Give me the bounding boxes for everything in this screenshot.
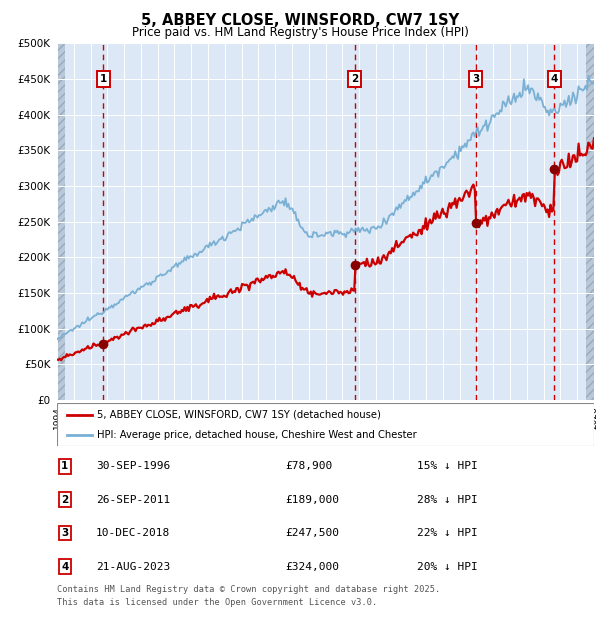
Text: 1: 1 (61, 461, 68, 471)
FancyBboxPatch shape (57, 403, 594, 446)
Text: 21-AUG-2023: 21-AUG-2023 (96, 562, 170, 572)
Text: 3: 3 (61, 528, 68, 538)
Text: 2: 2 (61, 495, 68, 505)
Text: 26-SEP-2011: 26-SEP-2011 (96, 495, 170, 505)
Text: £189,000: £189,000 (285, 495, 339, 505)
Text: 2: 2 (351, 74, 358, 84)
Text: Contains HM Land Registry data © Crown copyright and database right 2025.: Contains HM Land Registry data © Crown c… (57, 585, 440, 594)
Text: HPI: Average price, detached house, Cheshire West and Chester: HPI: Average price, detached house, Ches… (97, 430, 417, 440)
Text: £247,500: £247,500 (285, 528, 339, 538)
Text: 4: 4 (61, 562, 68, 572)
Text: This data is licensed under the Open Government Licence v3.0.: This data is licensed under the Open Gov… (57, 598, 377, 608)
Text: 1: 1 (100, 74, 107, 84)
Text: 5, ABBEY CLOSE, WINSFORD, CW7 1SY (detached house): 5, ABBEY CLOSE, WINSFORD, CW7 1SY (detac… (97, 410, 381, 420)
Text: £324,000: £324,000 (285, 562, 339, 572)
Text: 20% ↓ HPI: 20% ↓ HPI (417, 562, 478, 572)
Text: 4: 4 (551, 74, 558, 84)
Text: 3: 3 (472, 74, 479, 84)
Text: 10-DEC-2018: 10-DEC-2018 (96, 528, 170, 538)
Text: Price paid vs. HM Land Registry's House Price Index (HPI): Price paid vs. HM Land Registry's House … (131, 26, 469, 39)
Text: 5, ABBEY CLOSE, WINSFORD, CW7 1SY: 5, ABBEY CLOSE, WINSFORD, CW7 1SY (141, 13, 459, 29)
Text: £78,900: £78,900 (285, 461, 332, 471)
Text: 28% ↓ HPI: 28% ↓ HPI (417, 495, 478, 505)
Text: 15% ↓ HPI: 15% ↓ HPI (417, 461, 478, 471)
Text: 30-SEP-1996: 30-SEP-1996 (96, 461, 170, 471)
Text: 22% ↓ HPI: 22% ↓ HPI (417, 528, 478, 538)
